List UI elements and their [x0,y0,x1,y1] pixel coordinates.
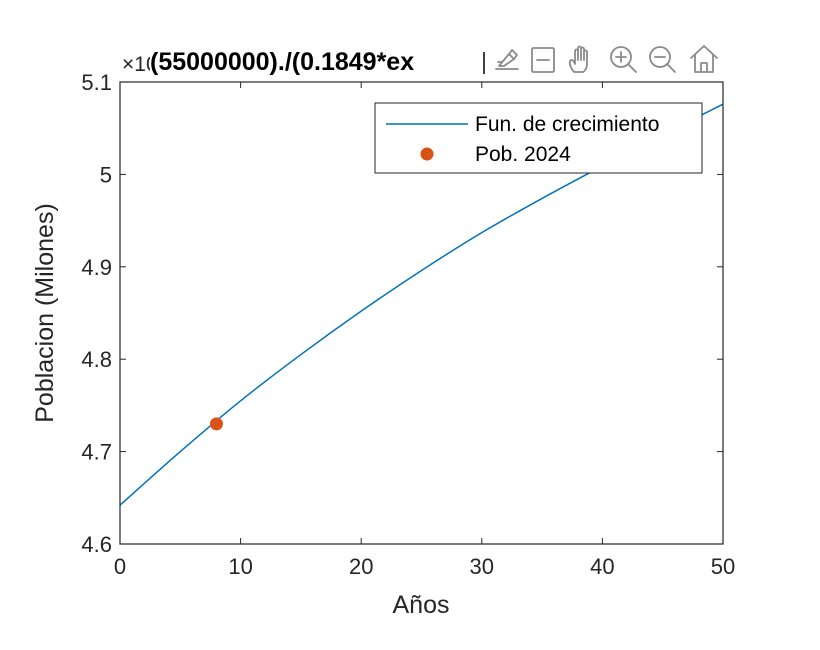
y-tick-label: 5.1 [81,70,112,95]
brush-icon[interactable] [492,45,522,75]
x-tick-label: 20 [349,554,373,579]
x-tick-label: 40 [590,554,614,579]
pan-hand-icon[interactable] [566,44,598,76]
legend-marker-swatch [420,147,434,161]
x-tick-label: 50 [711,554,735,579]
home-icon[interactable] [688,43,720,75]
datatip-icon[interactable] [529,45,559,75]
series-point-pob-2024 [209,417,223,431]
legend-box [374,102,703,174]
legend-label-pob: Pob. 2024 [475,143,571,166]
y-exponent-label: ×10 [122,53,158,76]
zoom-out-icon[interactable] [647,44,679,76]
y-tick-label: 5 [100,162,112,187]
x-tick-label: 10 [228,554,252,579]
toolbar-backdrop [486,40,722,80]
y-tick-label: 4.6 [81,532,112,557]
y-axis-label: Poblacion (Milones) [31,203,59,423]
y-tick-label: 4.8 [81,347,112,372]
axes-toolbar [486,40,722,80]
axes-box [119,81,724,545]
y-tick-label: 4.7 [81,440,112,465]
title-backdrop [150,42,485,80]
legend-label-growth: Fun. de crecimiento [475,113,659,136]
zoom-in-icon[interactable] [608,44,640,76]
x-axis-label: Años [393,591,450,619]
chart-title: (55000000)./(0.1849*ex [150,48,414,76]
x-tick-label: 30 [470,554,494,579]
x-tick-label: 0 [114,554,126,579]
axis-ticks: 0 10 20 30 40 50 4.6 4.7 4.8 4.9 5 5.1 [81,70,735,579]
legend[interactable]: Fun. de crecimiento Pob. 2024 [374,102,703,174]
y-tick-label: 4.9 [81,255,112,280]
